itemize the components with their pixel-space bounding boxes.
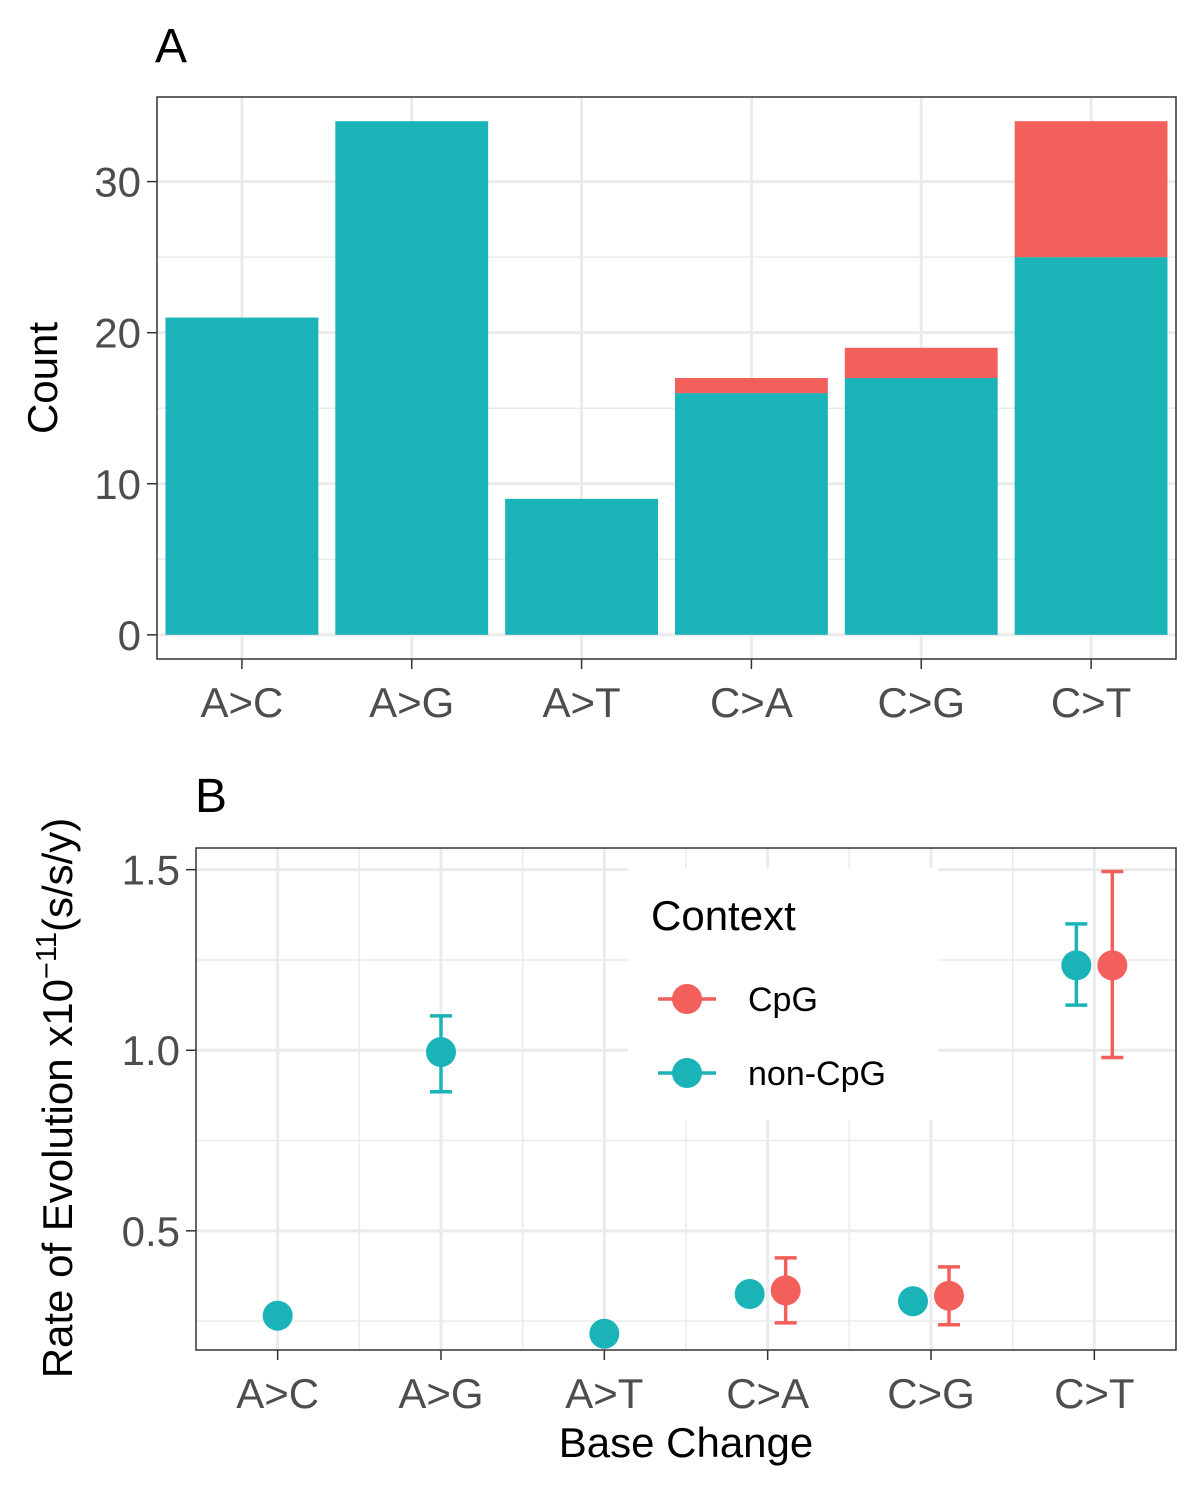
legend-key-point-cpg	[672, 984, 702, 1014]
panel-a-bars	[165, 121, 1168, 635]
x-tick-label: A>T	[565, 1370, 643, 1417]
x-tick-label: A>C	[200, 679, 283, 726]
x-tick-label: C>A	[710, 679, 793, 726]
panel-b-y-axis-title: Rate of Evolution x10−11(s/s/y)	[31, 818, 81, 1379]
y-tick-label: 1.0	[122, 1027, 180, 1074]
panel-a-count-chart: A 0 10 20 30 A>C A>G A>T C>A C>G C>T Count	[19, 20, 1177, 726]
y-tick-label: 1.5	[122, 847, 180, 894]
panel-a-y-axis: 0 10 20 30	[94, 159, 157, 659]
panel-a-y-axis-title: Count	[19, 322, 66, 434]
panel-b-x-axis-title: Base Change	[559, 1419, 814, 1466]
legend-label-non-cpg: non-CpG	[748, 1055, 886, 1093]
x-tick-label: A>C	[236, 1370, 319, 1417]
panel-b-y-axis-title-suffix: (s/s/y)	[34, 818, 81, 932]
legend-title: Context	[651, 892, 796, 939]
x-tick-label: A>G	[398, 1370, 483, 1417]
point-cpg-3	[770, 1275, 801, 1306]
panel-b-tag: B	[195, 770, 227, 823]
y-tick-label: 20	[94, 310, 141, 357]
bar-cpg-5	[1014, 121, 1168, 258]
x-tick-label: C>T	[1054, 1370, 1135, 1417]
point-non-cpg-1	[426, 1037, 456, 1068]
bar-cpg-4	[844, 347, 998, 378]
bar-non-cpg-5	[1014, 257, 1168, 635]
bar-non-cpg-3	[674, 393, 828, 635]
bar-non-cpg-4	[844, 378, 998, 635]
point-non-cpg-5	[1061, 950, 1092, 981]
point-cpg-4	[934, 1280, 964, 1311]
panel-b-frame	[195, 847, 1177, 1351]
panel-b-y-axis-title-prefix: Rate of Evolution x10	[34, 979, 81, 1378]
point-non-cpg-3	[734, 1279, 765, 1310]
panel-a-x-axis: A>C A>G A>T C>A C>G C>T	[200, 659, 1131, 726]
x-tick-label: C>A	[726, 1370, 809, 1417]
point-cpg-5	[1097, 950, 1128, 981]
y-tick-label: 10	[94, 461, 141, 508]
panel-b-rate-chart: B 0.5 1.0 1.5 A>C A>G A>T C>A C>G C>T Base Chan…	[31, 770, 1177, 1466]
y-tick-label: 0.5	[122, 1208, 180, 1255]
panel-b-y-axis: 0.5 1.0 1.5	[122, 847, 196, 1255]
x-tick-label: C>G	[877, 679, 965, 726]
legend-items: CpG non-CpG	[658, 981, 886, 1093]
point-non-cpg-0	[262, 1300, 293, 1331]
x-tick-label: C>G	[887, 1370, 975, 1417]
bar-non-cpg-2	[505, 498, 659, 635]
panel-a-frame	[156, 96, 1177, 660]
x-tick-label: A>G	[369, 679, 454, 726]
x-tick-label: A>T	[542, 679, 620, 726]
y-tick-label: 0	[118, 612, 141, 659]
point-non-cpg-4	[898, 1286, 928, 1317]
legend: Context CpG non-CpG	[628, 868, 938, 1120]
legend-key-point-non-cpg	[672, 1058, 702, 1088]
y-tick-label: 30	[94, 159, 141, 206]
panel-b-points	[262, 869, 1128, 1349]
panel-a-tag: A	[155, 20, 187, 73]
bar-non-cpg-1	[335, 121, 489, 635]
legend-label-cpg: CpG	[748, 981, 818, 1019]
x-tick-label: C>T	[1051, 679, 1132, 726]
panel-b-x-axis: A>C A>G A>T C>A C>G C>T	[236, 1350, 1135, 1417]
bar-cpg-3	[674, 378, 828, 394]
bar-non-cpg-0	[165, 317, 319, 635]
panel-b-y-axis-title-exponent: −11	[31, 932, 63, 979]
point-non-cpg-2	[589, 1318, 620, 1349]
